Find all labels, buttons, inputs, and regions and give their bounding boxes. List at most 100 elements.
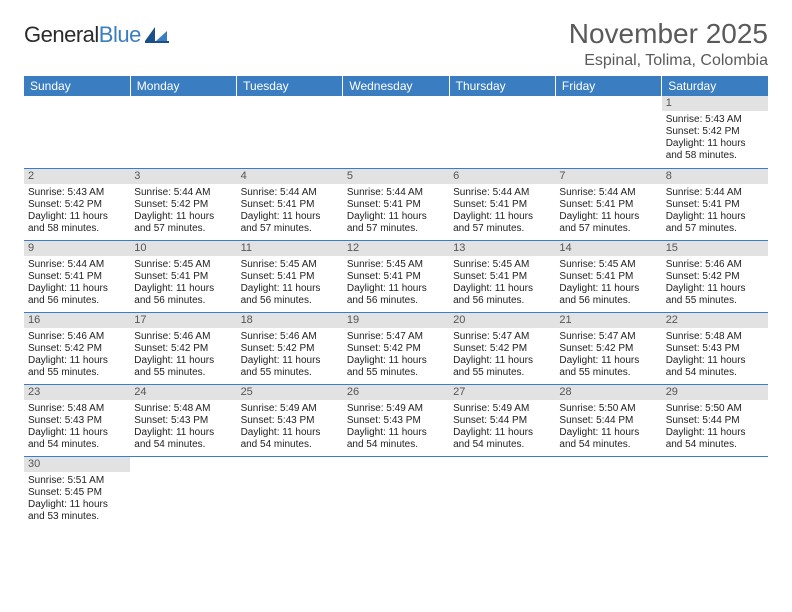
logo-text: GeneralBlue — [24, 22, 141, 48]
sunrise-text: Sunrise: 5:45 AM — [241, 259, 339, 271]
sunrise-text: Sunrise: 5:44 AM — [28, 259, 126, 271]
calendar-cell: 15Sunrise: 5:46 AMSunset: 5:42 PMDayligh… — [662, 240, 768, 312]
weekday-header: Monday — [130, 76, 236, 96]
day-number: 25 — [237, 385, 343, 400]
day-body: Sunrise: 5:46 AMSunset: 5:42 PMDaylight:… — [24, 328, 130, 381]
daylight-text: Daylight: 11 hours and 56 minutes. — [347, 283, 445, 307]
calendar-cell: 26Sunrise: 5:49 AMSunset: 5:43 PMDayligh… — [343, 384, 449, 456]
weekday-header: Friday — [555, 76, 661, 96]
weekday-header-row: Sunday Monday Tuesday Wednesday Thursday… — [24, 76, 768, 96]
daylight-text: Daylight: 11 hours and 54 minutes. — [241, 427, 339, 451]
day-number: 14 — [555, 241, 661, 256]
day-body: Sunrise: 5:49 AMSunset: 5:43 PMDaylight:… — [237, 400, 343, 453]
day-number: 5 — [343, 169, 449, 184]
day-number: 15 — [662, 241, 768, 256]
calendar-cell: 2Sunrise: 5:43 AMSunset: 5:42 PMDaylight… — [24, 168, 130, 240]
day-number: 9 — [24, 241, 130, 256]
sunset-text: Sunset: 5:42 PM — [134, 343, 232, 355]
day-number — [449, 96, 555, 111]
calendar-cell: 24Sunrise: 5:48 AMSunset: 5:43 PMDayligh… — [130, 384, 236, 456]
sunrise-text: Sunrise: 5:46 AM — [666, 259, 764, 271]
daylight-text: Daylight: 11 hours and 53 minutes. — [28, 499, 126, 523]
sunset-text: Sunset: 5:44 PM — [666, 415, 764, 427]
sunrise-text: Sunrise: 5:45 AM — [134, 259, 232, 271]
daylight-text: Daylight: 11 hours and 54 minutes. — [28, 427, 126, 451]
calendar-cell — [343, 456, 449, 528]
calendar-cell: 13Sunrise: 5:45 AMSunset: 5:41 PMDayligh… — [449, 240, 555, 312]
day-number: 24 — [130, 385, 236, 400]
day-body: Sunrise: 5:44 AMSunset: 5:41 PMDaylight:… — [555, 184, 661, 237]
daylight-text: Daylight: 11 hours and 57 minutes. — [666, 211, 764, 235]
calendar-cell: 4Sunrise: 5:44 AMSunset: 5:41 PMDaylight… — [237, 168, 343, 240]
sunset-text: Sunset: 5:41 PM — [347, 271, 445, 283]
daylight-text: Daylight: 11 hours and 55 minutes. — [134, 355, 232, 379]
calendar-cell: 12Sunrise: 5:45 AMSunset: 5:41 PMDayligh… — [343, 240, 449, 312]
day-number: 7 — [555, 169, 661, 184]
daylight-text: Daylight: 11 hours and 54 minutes. — [559, 427, 657, 451]
weekday-header: Sunday — [24, 76, 130, 96]
day-number: 30 — [24, 457, 130, 472]
logo-part2: Blue — [99, 22, 141, 47]
daylight-text: Daylight: 11 hours and 54 minutes. — [666, 355, 764, 379]
sunrise-text: Sunrise: 5:45 AM — [559, 259, 657, 271]
logo: GeneralBlue — [24, 22, 169, 48]
sunset-text: Sunset: 5:45 PM — [28, 487, 126, 499]
day-body: Sunrise: 5:45 AMSunset: 5:41 PMDaylight:… — [555, 256, 661, 309]
sunset-text: Sunset: 5:42 PM — [347, 343, 445, 355]
day-number — [662, 457, 768, 472]
day-body: Sunrise: 5:46 AMSunset: 5:42 PMDaylight:… — [662, 256, 768, 309]
sunset-text: Sunset: 5:43 PM — [134, 415, 232, 427]
sunrise-text: Sunrise: 5:43 AM — [666, 114, 764, 126]
weekday-header: Tuesday — [237, 76, 343, 96]
day-body: Sunrise: 5:51 AMSunset: 5:45 PMDaylight:… — [24, 472, 130, 525]
sunrise-text: Sunrise: 5:44 AM — [666, 187, 764, 199]
calendar-cell: 28Sunrise: 5:50 AMSunset: 5:44 PMDayligh… — [555, 384, 661, 456]
calendar-cell: 20Sunrise: 5:47 AMSunset: 5:42 PMDayligh… — [449, 312, 555, 384]
sunset-text: Sunset: 5:44 PM — [453, 415, 551, 427]
sunrise-text: Sunrise: 5:51 AM — [28, 475, 126, 487]
sunrise-text: Sunrise: 5:46 AM — [241, 331, 339, 343]
calendar-week-row: 23Sunrise: 5:48 AMSunset: 5:43 PMDayligh… — [24, 384, 768, 456]
day-body: Sunrise: 5:45 AMSunset: 5:41 PMDaylight:… — [449, 256, 555, 309]
logo-part1: General — [24, 22, 99, 47]
day-body: Sunrise: 5:50 AMSunset: 5:44 PMDaylight:… — [555, 400, 661, 453]
calendar-cell — [449, 96, 555, 168]
day-number: 6 — [449, 169, 555, 184]
sunrise-text: Sunrise: 5:43 AM — [28, 187, 126, 199]
sunrise-text: Sunrise: 5:44 AM — [134, 187, 232, 199]
sunset-text: Sunset: 5:41 PM — [453, 199, 551, 211]
daylight-text: Daylight: 11 hours and 56 minutes. — [241, 283, 339, 307]
day-number: 22 — [662, 313, 768, 328]
calendar-cell: 22Sunrise: 5:48 AMSunset: 5:43 PMDayligh… — [662, 312, 768, 384]
day-number: 26 — [343, 385, 449, 400]
day-body: Sunrise: 5:43 AMSunset: 5:42 PMDaylight:… — [662, 111, 768, 164]
daylight-text: Daylight: 11 hours and 55 minutes. — [453, 355, 551, 379]
day-number: 11 — [237, 241, 343, 256]
calendar-cell — [555, 456, 661, 528]
calendar-week-row: 1Sunrise: 5:43 AMSunset: 5:42 PMDaylight… — [24, 96, 768, 168]
sunset-text: Sunset: 5:43 PM — [28, 415, 126, 427]
sunset-text: Sunset: 5:42 PM — [134, 199, 232, 211]
weekday-header: Thursday — [449, 76, 555, 96]
sunset-text: Sunset: 5:43 PM — [347, 415, 445, 427]
month-title: November 2025 — [569, 18, 768, 50]
daylight-text: Daylight: 11 hours and 56 minutes. — [559, 283, 657, 307]
day-number — [130, 457, 236, 472]
daylight-text: Daylight: 11 hours and 55 minutes. — [347, 355, 445, 379]
daylight-text: Daylight: 11 hours and 57 minutes. — [559, 211, 657, 235]
day-number: 10 — [130, 241, 236, 256]
sail-icon — [145, 27, 169, 43]
sunset-text: Sunset: 5:42 PM — [28, 199, 126, 211]
day-number — [24, 96, 130, 111]
sunrise-text: Sunrise: 5:45 AM — [453, 259, 551, 271]
daylight-text: Daylight: 11 hours and 54 minutes. — [134, 427, 232, 451]
day-number: 19 — [343, 313, 449, 328]
daylight-text: Daylight: 11 hours and 55 minutes. — [666, 283, 764, 307]
sunrise-text: Sunrise: 5:48 AM — [28, 403, 126, 415]
calendar-cell — [555, 96, 661, 168]
daylight-text: Daylight: 11 hours and 55 minutes. — [559, 355, 657, 379]
sunrise-text: Sunrise: 5:50 AM — [666, 403, 764, 415]
day-number: 16 — [24, 313, 130, 328]
daylight-text: Daylight: 11 hours and 57 minutes. — [347, 211, 445, 235]
calendar-cell: 5Sunrise: 5:44 AMSunset: 5:41 PMDaylight… — [343, 168, 449, 240]
